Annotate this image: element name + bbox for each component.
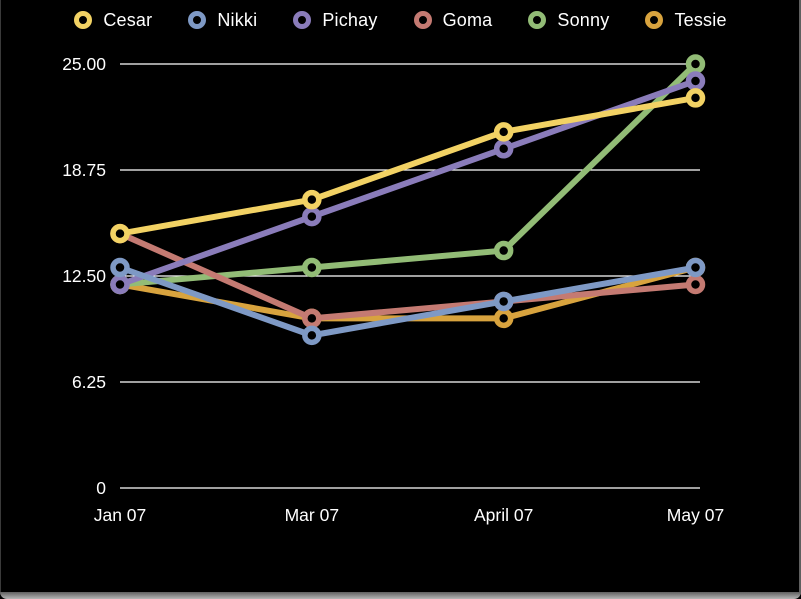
marker-cesar-jan-07 (110, 223, 130, 244)
window-frame-bottom (0, 592, 801, 599)
marker-nikki-jan-07 (110, 257, 130, 278)
series-line-nikki (117, 264, 699, 339)
tessie-ring-icon (645, 11, 664, 29)
window-edge-right (799, 0, 801, 595)
legend-label-tessie: Tessie (674, 9, 727, 30)
marker-nikki-mar-07 (302, 325, 322, 346)
marker-nikki-may-07 (685, 257, 706, 278)
marker-nikki-april-07 (493, 291, 514, 312)
series-line-goma (117, 230, 699, 322)
legend-item-nikki: Nikki (188, 10, 257, 31)
marker-cesar-may-07 (685, 88, 706, 108)
marker-sonny-may-07 (685, 54, 706, 74)
marker-goma-may-07 (685, 274, 706, 295)
marker-sonny-mar-07 (302, 257, 322, 278)
y-tick-label-6.25: 6.25 (72, 372, 106, 392)
x-label-may-07: May 07 (667, 505, 724, 525)
legend-item-sonny: Sonny (528, 10, 609, 31)
y-tick-label-18.75: 18.75 (62, 160, 106, 180)
nikki-ring-icon (188, 11, 207, 29)
y-tick-label-12.50: 12.50 (62, 266, 106, 286)
marker-sonny-april-07 (493, 240, 514, 261)
marker-pichay-may-07 (685, 71, 706, 91)
legend-label-cesar: Cesar (103, 9, 153, 30)
sonny-ring-icon (528, 11, 547, 29)
marker-tessie-april-07 (493, 308, 514, 329)
marker-goma-mar-07 (302, 308, 322, 329)
marker-pichay-jan-07 (110, 274, 130, 295)
y-tick-label-25.00: 25.00 (62, 54, 106, 74)
goma-ring-icon (413, 11, 432, 29)
legend-label-sonny: Sonny (557, 9, 610, 30)
legend-item-tessie: Tessie (645, 10, 726, 31)
legend-item-pichay: Pichay (293, 10, 377, 31)
legend-label-nikki: Nikki (217, 9, 258, 30)
series-line-cesar (117, 94, 699, 237)
marker-pichay-mar-07 (302, 206, 322, 227)
window-edge-left (0, 0, 1, 595)
x-label-april-07: April 07 (474, 505, 533, 525)
y-tick-label-0: 0 (96, 478, 106, 498)
legend-label-goma: Goma (442, 9, 493, 30)
legend-item-goma: Goma (413, 9, 493, 31)
legend-label-pichay: Pichay (322, 9, 378, 30)
cesar-ring-icon (74, 11, 93, 29)
marker-cesar-april-07 (493, 122, 514, 142)
pichay-ring-icon (293, 11, 312, 29)
x-label-jan-07: Jan 07 (94, 505, 147, 525)
legend: Cesar Nikki Pichay Goma Sonny Tessie (0, 6, 801, 34)
marker-cesar-mar-07 (302, 189, 322, 210)
marker-pichay-april-07 (493, 139, 514, 159)
legend-item-cesar: Cesar (74, 10, 152, 31)
x-label-mar-07: Mar 07 (285, 505, 339, 525)
